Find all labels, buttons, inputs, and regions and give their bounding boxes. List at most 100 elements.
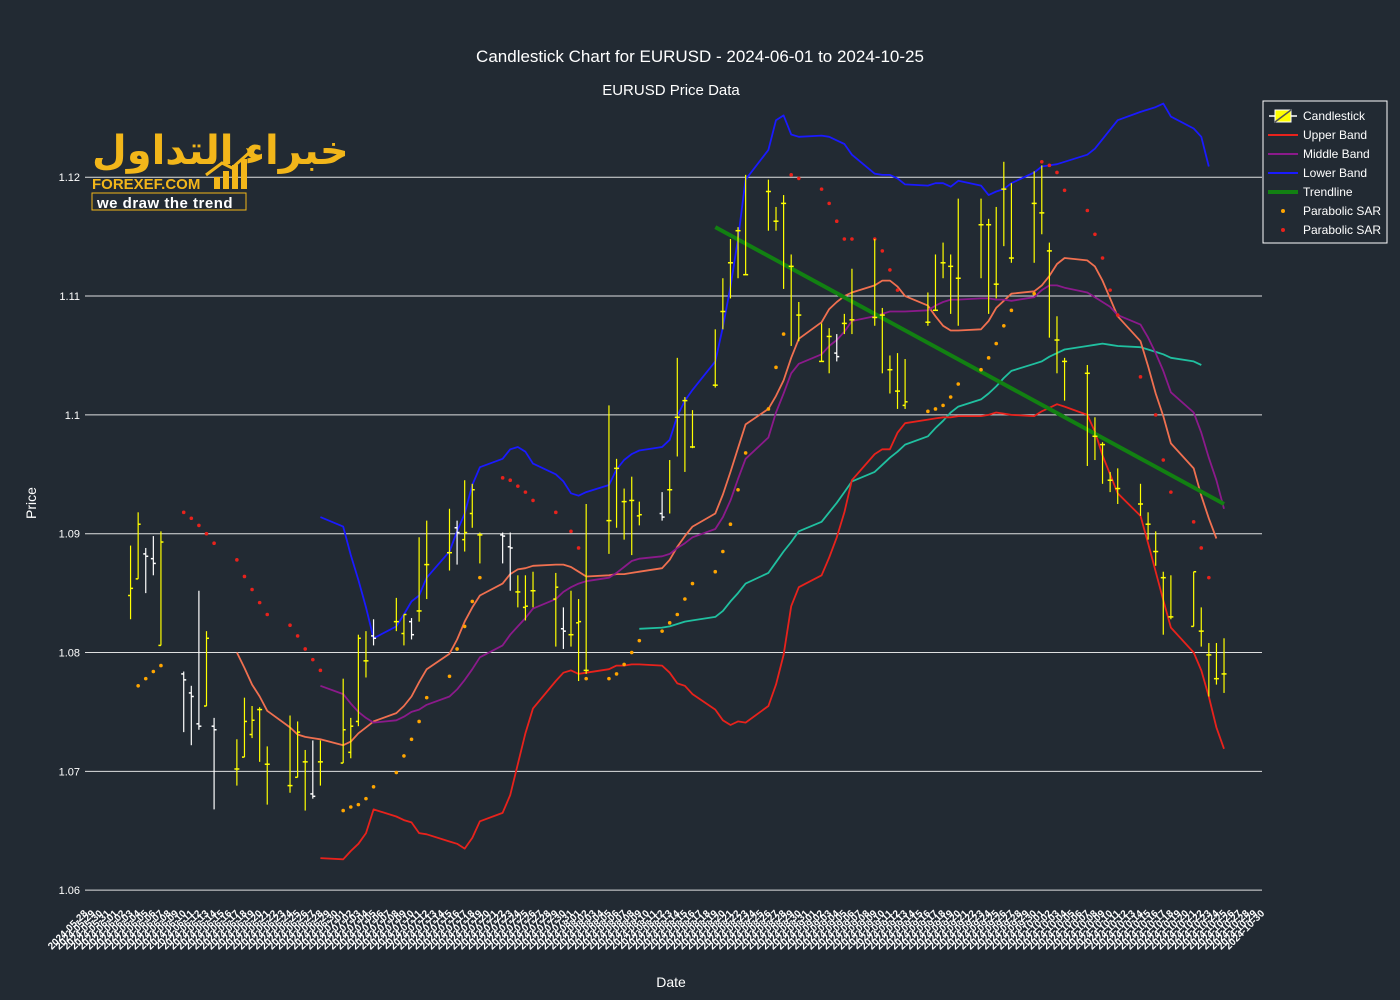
- candlestick: [257, 707, 263, 762]
- candlestick: [128, 545, 134, 620]
- parabolic-sar-dot: [569, 529, 573, 534]
- parabolic-sar-dot: [1153, 413, 1158, 417]
- candlestick: [986, 218, 992, 314]
- candlestick: [196, 590, 202, 730]
- parabolic-sar-dot: [189, 516, 194, 521]
- candlestick: [310, 740, 316, 799]
- candlestick: [834, 334, 840, 362]
- candlestick: [887, 355, 893, 394]
- candlestick: [902, 359, 908, 409]
- parabolic-sar-dot: [204, 531, 209, 536]
- parabolic-sar-dot: [796, 176, 801, 181]
- candlestick: [469, 483, 475, 528]
- parabolic-sar-dot: [1138, 375, 1143, 379]
- candlestick: [1100, 442, 1106, 484]
- trendline-layer: [714, 225, 1225, 506]
- parabolic-sar-dot: [629, 650, 634, 655]
- y-tick-label: 1.12: [59, 172, 80, 184]
- logo-bars-icon: [205, 148, 255, 189]
- legend-item: Candlestick: [1269, 109, 1366, 123]
- parabolic-sar-dot: [402, 754, 406, 758]
- candlestick: [682, 397, 688, 472]
- candlestick: [796, 302, 802, 342]
- candlestick: [1031, 171, 1037, 263]
- parabolic-sar-dot: [986, 356, 991, 360]
- parabolic-sar-dot: [159, 663, 163, 668]
- parabolic-sar-dot: [1047, 163, 1052, 168]
- candlestick: [462, 480, 468, 552]
- candlestick: [150, 536, 156, 576]
- parabolic-sar-dot: [462, 624, 467, 629]
- legend-dot-icon: [1281, 228, 1285, 232]
- parabolic-sar-dot: [455, 647, 459, 651]
- parabolic-sar-dot: [1115, 313, 1120, 317]
- parabolic-sar-dot: [500, 476, 505, 480]
- parabolic-sar-dot: [341, 808, 345, 813]
- parabolic-sar-dot: [1055, 170, 1059, 175]
- candlestick: [955, 198, 961, 326]
- candlestick: [773, 206, 779, 231]
- candlestick: [181, 671, 187, 733]
- legend-label: Parabolic SAR: [1303, 204, 1381, 218]
- logo-tagline-box: [91, 192, 247, 211]
- parabolic-sar-dot: [926, 409, 930, 414]
- candlestick: [1191, 570, 1197, 628]
- parabolic-sar-dot: [888, 268, 892, 272]
- parabolic-sar-dot: [880, 249, 885, 253]
- parabolic-sar-dot: [774, 365, 778, 370]
- candlestick: [1046, 242, 1052, 338]
- x-axis-ticks: 2024-05-282024-05-292024-05-302024-05-31…: [46, 908, 1267, 952]
- parabolic-sar-dot: [265, 612, 270, 617]
- candlestick: [993, 206, 999, 299]
- parabolic-sar-dot: [994, 341, 999, 346]
- parabolic-sar-dot: [288, 623, 292, 627]
- candlestick: [1092, 417, 1098, 461]
- legend-item: Upper Band: [1268, 128, 1367, 142]
- parabolic-sar-dot: [941, 403, 945, 408]
- parabolic-sar-dot: [303, 647, 308, 651]
- parabolic-sar-dot: [356, 802, 361, 807]
- parabolic-sar-dot: [766, 407, 771, 411]
- orange-moving-average-line: [236, 257, 1218, 747]
- parabolic-sar-dot: [743, 451, 748, 455]
- candlestick: [727, 239, 733, 299]
- candlestick: [614, 458, 620, 528]
- trendline: [714, 225, 1225, 506]
- candlestick: [1062, 357, 1068, 401]
- legend-item: Middle Band: [1268, 147, 1370, 161]
- parabolic-sar-dot: [348, 805, 353, 809]
- candlestick: [241, 697, 247, 758]
- bollinger-bands: [320, 102, 1225, 861]
- parabolic-sar-dot: [728, 522, 733, 526]
- parabolic-sar-dot: [1199, 546, 1204, 550]
- legend-dot-icon: [1281, 209, 1285, 213]
- candlestick: [1039, 165, 1045, 235]
- parabolic-sar-dot: [478, 575, 482, 580]
- candlestick: [712, 329, 718, 388]
- y-tick-label: 1.09: [59, 529, 80, 541]
- y-tick-label: 1.08: [59, 648, 80, 660]
- candlestick: [925, 292, 931, 326]
- candlestick: [819, 323, 825, 363]
- chart-subtitle: EURUSD Price Data: [602, 82, 740, 99]
- candlestick: [1008, 183, 1014, 263]
- x-axis-label: Date: [656, 974, 686, 990]
- candlestick: [500, 532, 506, 564]
- candlestick: [371, 619, 377, 646]
- parabolic-sar-dot: [667, 621, 672, 625]
- parabolic-sar-dot: [576, 546, 581, 550]
- parabolic-sar-dot: [197, 523, 201, 528]
- candlestick: [295, 721, 301, 779]
- parabolic-sar-dot: [1032, 291, 1036, 296]
- parabolic-sar-dot: [1009, 308, 1014, 313]
- candlestick: [401, 613, 407, 646]
- parabolic-sar-dot: [235, 558, 239, 562]
- candlestick: [135, 512, 141, 580]
- candlestick: [674, 357, 680, 457]
- candlestick: [507, 532, 513, 591]
- candlestick: [826, 328, 832, 374]
- candlestick: [636, 501, 642, 526]
- candlestick: [1168, 575, 1174, 620]
- parabolic-sar-dot: [143, 676, 148, 681]
- parabolic-sar-dot: [895, 288, 900, 292]
